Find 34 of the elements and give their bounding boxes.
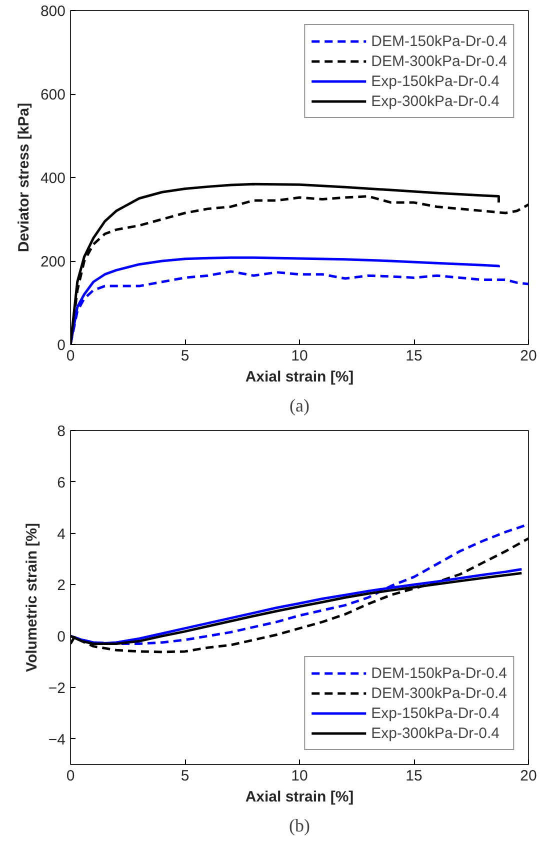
y-tick-label: 0 — [57, 628, 66, 646]
x-axis-title: Axial strain [%] — [245, 368, 354, 386]
y-tick-label: −2 — [48, 680, 66, 697]
legend-label: Exp-300kPa-Dr-0.4 — [371, 92, 500, 110]
x-tick-label: 20 — [520, 768, 537, 784]
x-tick-label: 10 — [291, 348, 308, 364]
y-tick-label: 200 — [40, 254, 66, 270]
y-tick-label: 600 — [40, 86, 66, 104]
y-tick-label: −4 — [48, 731, 66, 748]
y-tick-label: 0 — [57, 337, 66, 354]
x-tick-label: 15 — [406, 768, 422, 784]
legend-label: Exp-300kPa-Dr-0.4 — [371, 724, 500, 742]
legend-label: Exp-150kPa-Dr-0.4 — [371, 72, 500, 90]
y-tick-label: 800 — [40, 3, 66, 20]
y-tick-label: 4 — [57, 526, 66, 543]
legend-label: Exp-150kPa-Dr-0.4 — [371, 704, 500, 722]
legend-label: DEM-300kPa-Dr-0.4 — [371, 52, 507, 70]
legend-label: DEM-300kPa-Dr-0.4 — [371, 684, 507, 702]
legend-label: DEM-150kPa-Dr-0.4 — [371, 32, 507, 50]
x-tick-label: 10 — [291, 768, 308, 784]
legend-label: DEM-150kPa-Dr-0.4 — [371, 664, 507, 682]
x-tick-label: 5 — [180, 348, 190, 364]
x-tick-label: 20 — [520, 348, 537, 364]
text: (b) — [289, 816, 310, 836]
x-tick-label: 5 — [180, 768, 190, 784]
y-axis-title: Volumetric strain [%] — [23, 523, 40, 672]
y-tick-label: 400 — [40, 170, 66, 187]
y-tick-label: 2 — [57, 577, 66, 594]
y-tick-label: 6 — [57, 474, 66, 492]
x-tick-label: 15 — [406, 348, 422, 364]
y-axis-title: Deviator stress [kPa] — [15, 102, 32, 252]
y-tick-label: 8 — [57, 423, 66, 440]
text: (a) — [290, 396, 310, 416]
x-axis-title: Axial strain [%] — [245, 788, 354, 806]
